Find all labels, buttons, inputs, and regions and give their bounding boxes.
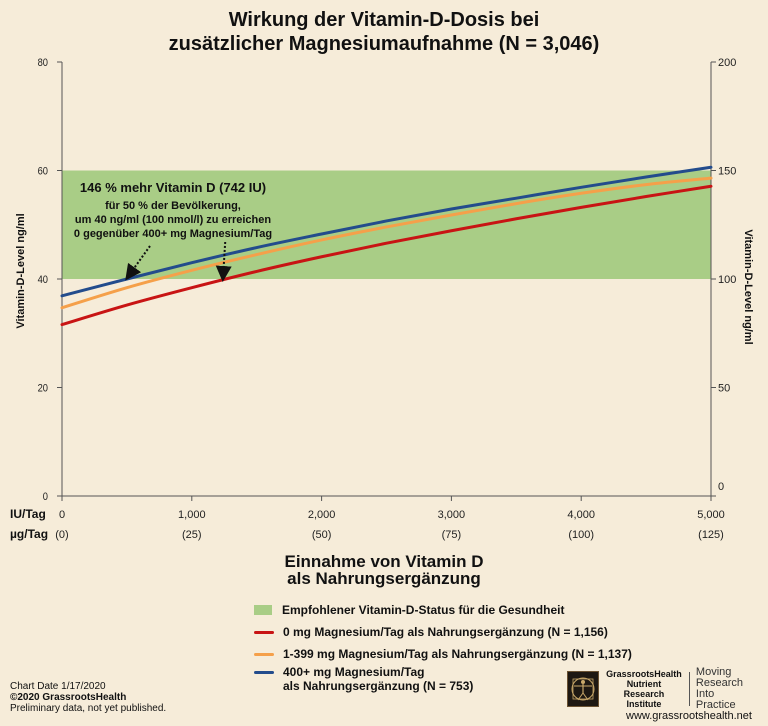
series-line-0 bbox=[60, 184, 713, 327]
line-chart: 146 % mehr Vitamin D (742 IU) für 50 % de… bbox=[10, 57, 754, 541]
legend-item-series-1: 1-399 mg Magnesium/Tag als Nahrungsergän… bbox=[254, 643, 754, 665]
brand-name: GrassrootsHealth Nutrient Research Insti… bbox=[605, 669, 683, 709]
x-tick-label-2: 2,000 bbox=[308, 509, 336, 521]
annotation-arrow-0mg bbox=[215, 241, 232, 282]
brand-name-line-1: GrassrootsHealth bbox=[606, 669, 682, 679]
series-line-1 bbox=[60, 176, 713, 310]
x-unit-label-iu: IU/Tag bbox=[10, 507, 46, 521]
website-link[interactable]: www.grassrootshealth.net bbox=[626, 710, 752, 722]
legend-item-target-band: Empfohlener Vitamin-D-Status für die Ges… bbox=[254, 599, 754, 621]
x-axis-title-line-1: Einnahme von Vitamin D bbox=[284, 552, 484, 571]
y-tick-right-label-2: 100 bbox=[718, 274, 736, 286]
series-line-2 bbox=[60, 165, 713, 298]
legend-item-series-2: 400+ mg Magnesium/Tag als Nahrungsergänz… bbox=[254, 665, 754, 699]
y-tick-right-label-1: 50 bbox=[718, 383, 730, 395]
x-axis-title: Einnahme von Vitamin D als Nahrungsergän… bbox=[184, 553, 584, 587]
brand-logo: GrassrootsHealth Nutrient Research Insti… bbox=[567, 667, 757, 711]
legend-swatch-series-2 bbox=[254, 671, 274, 674]
y-tick-left-label-1: 20 bbox=[38, 383, 49, 395]
legend-label-series-2: 400+ mg Magnesium/Tag als Nahrungsergänz… bbox=[283, 665, 473, 693]
brand-tagline-line-2: Research bbox=[695, 677, 743, 689]
x-tick-sublabel-1: (25) bbox=[182, 529, 202, 541]
x-tick-sublabel-0: (0) bbox=[55, 529, 68, 541]
x-tick-label-0: 0 bbox=[59, 509, 65, 521]
annotation-heading: 146 % mehr Vitamin D (742 IU) bbox=[80, 180, 266, 195]
annotation-line-0: für 50 % der Bevölkerung, bbox=[105, 200, 241, 212]
x-axis-title-line-2: als Nahrungsergänzung bbox=[287, 569, 481, 588]
copyright: ©2020 GrassrootsHealth bbox=[10, 692, 127, 703]
vitruvian-man-icon bbox=[567, 671, 599, 707]
y-tick-left-label-3: 60 bbox=[38, 166, 49, 178]
chart-title-line-1: Wirkung der Vitamin-D-Dosis bei bbox=[228, 9, 540, 31]
brand-name-line-2: Nutrient bbox=[626, 679, 662, 689]
annotation-line-1: um 40 ng/ml (100 nmol/l) zu erreichen bbox=[75, 214, 271, 226]
x-tick-sublabel-2: (50) bbox=[312, 529, 332, 541]
annotation-arrow-400mg bbox=[125, 245, 151, 281]
x-tick-sublabel-5: (125) bbox=[698, 529, 724, 541]
legend-swatch-series-1 bbox=[254, 652, 274, 656]
x-unit-label-ug: µg/Tag bbox=[10, 527, 48, 541]
legend-swatch-series-0 bbox=[254, 630, 274, 634]
y-axis-title-left: Vitamin-D-Level ng/ml bbox=[15, 213, 27, 328]
y-tick-right-label-0: 0 bbox=[718, 481, 724, 493]
chart-title-line-2: zusätzlicher Magnesiumaufnahme (N = 3,04… bbox=[168, 33, 600, 55]
preliminary-note: Preliminary data, not yet published. bbox=[10, 703, 167, 714]
footer-notes: Chart Date 1/17/2020 ©2020 GrassrootsHea… bbox=[10, 681, 166, 714]
legend: Empfohlener Vitamin-D-Status für die Ges… bbox=[254, 599, 754, 699]
legend-item-series-0: 0 mg Magnesium/Tag als Nahrungsergänzung… bbox=[254, 621, 754, 643]
legend-label-series-2-line-1: 400+ mg Magnesium/Tag bbox=[283, 665, 425, 679]
brand-tagline: Moving Research Into Practice bbox=[696, 667, 757, 711]
chart-title: Wirkung der Vitamin-D-Dosis bei zusätzli… bbox=[0, 8, 768, 56]
y-tick-right-label-3: 150 bbox=[718, 166, 736, 178]
y-axis-title-right: Vitamin-D-Level ng/ml bbox=[742, 229, 754, 344]
legend-label-series-1: 1-399 mg Magnesium/Tag als Nahrungsergän… bbox=[283, 647, 632, 661]
y-tick-left-label-0: 0 bbox=[43, 491, 48, 503]
brand-tagline-line-3: Into Practice bbox=[695, 688, 736, 711]
y-tick-left-label-4: 80 bbox=[38, 57, 49, 69]
brand-tagline-line-1: Moving bbox=[695, 666, 732, 678]
x-tick-label-3: 3,000 bbox=[438, 509, 466, 521]
y-tick-right-label-4: 200 bbox=[718, 57, 736, 69]
x-tick-sublabel-3: (75) bbox=[442, 529, 462, 541]
legend-label-series-0: 0 mg Magnesium/Tag als Nahrungsergänzung… bbox=[283, 625, 608, 639]
brand-divider bbox=[688, 672, 690, 706]
brand-name-line-3: Research Institute bbox=[623, 689, 665, 709]
legend-label-series-2-line-2: als Nahrungsergänzung (N = 753) bbox=[283, 679, 474, 693]
y-tick-left-label-2: 40 bbox=[38, 274, 49, 286]
chart-date: Chart Date 1/17/2020 bbox=[10, 681, 106, 692]
x-tick-label-4: 4,000 bbox=[567, 509, 595, 521]
legend-swatch-target-band bbox=[254, 605, 272, 615]
legend-label-target-band: Empfohlener Vitamin-D-Status für die Ges… bbox=[282, 603, 565, 617]
target-band bbox=[62, 170, 711, 279]
annotation-line-2: 0 gegenüber 400+ mg Magnesium/Tag bbox=[74, 228, 272, 240]
x-tick-label-5: 5,000 bbox=[697, 509, 725, 521]
x-tick-label-1: 1,000 bbox=[178, 509, 206, 521]
x-tick-sublabel-4: (100) bbox=[568, 529, 594, 541]
